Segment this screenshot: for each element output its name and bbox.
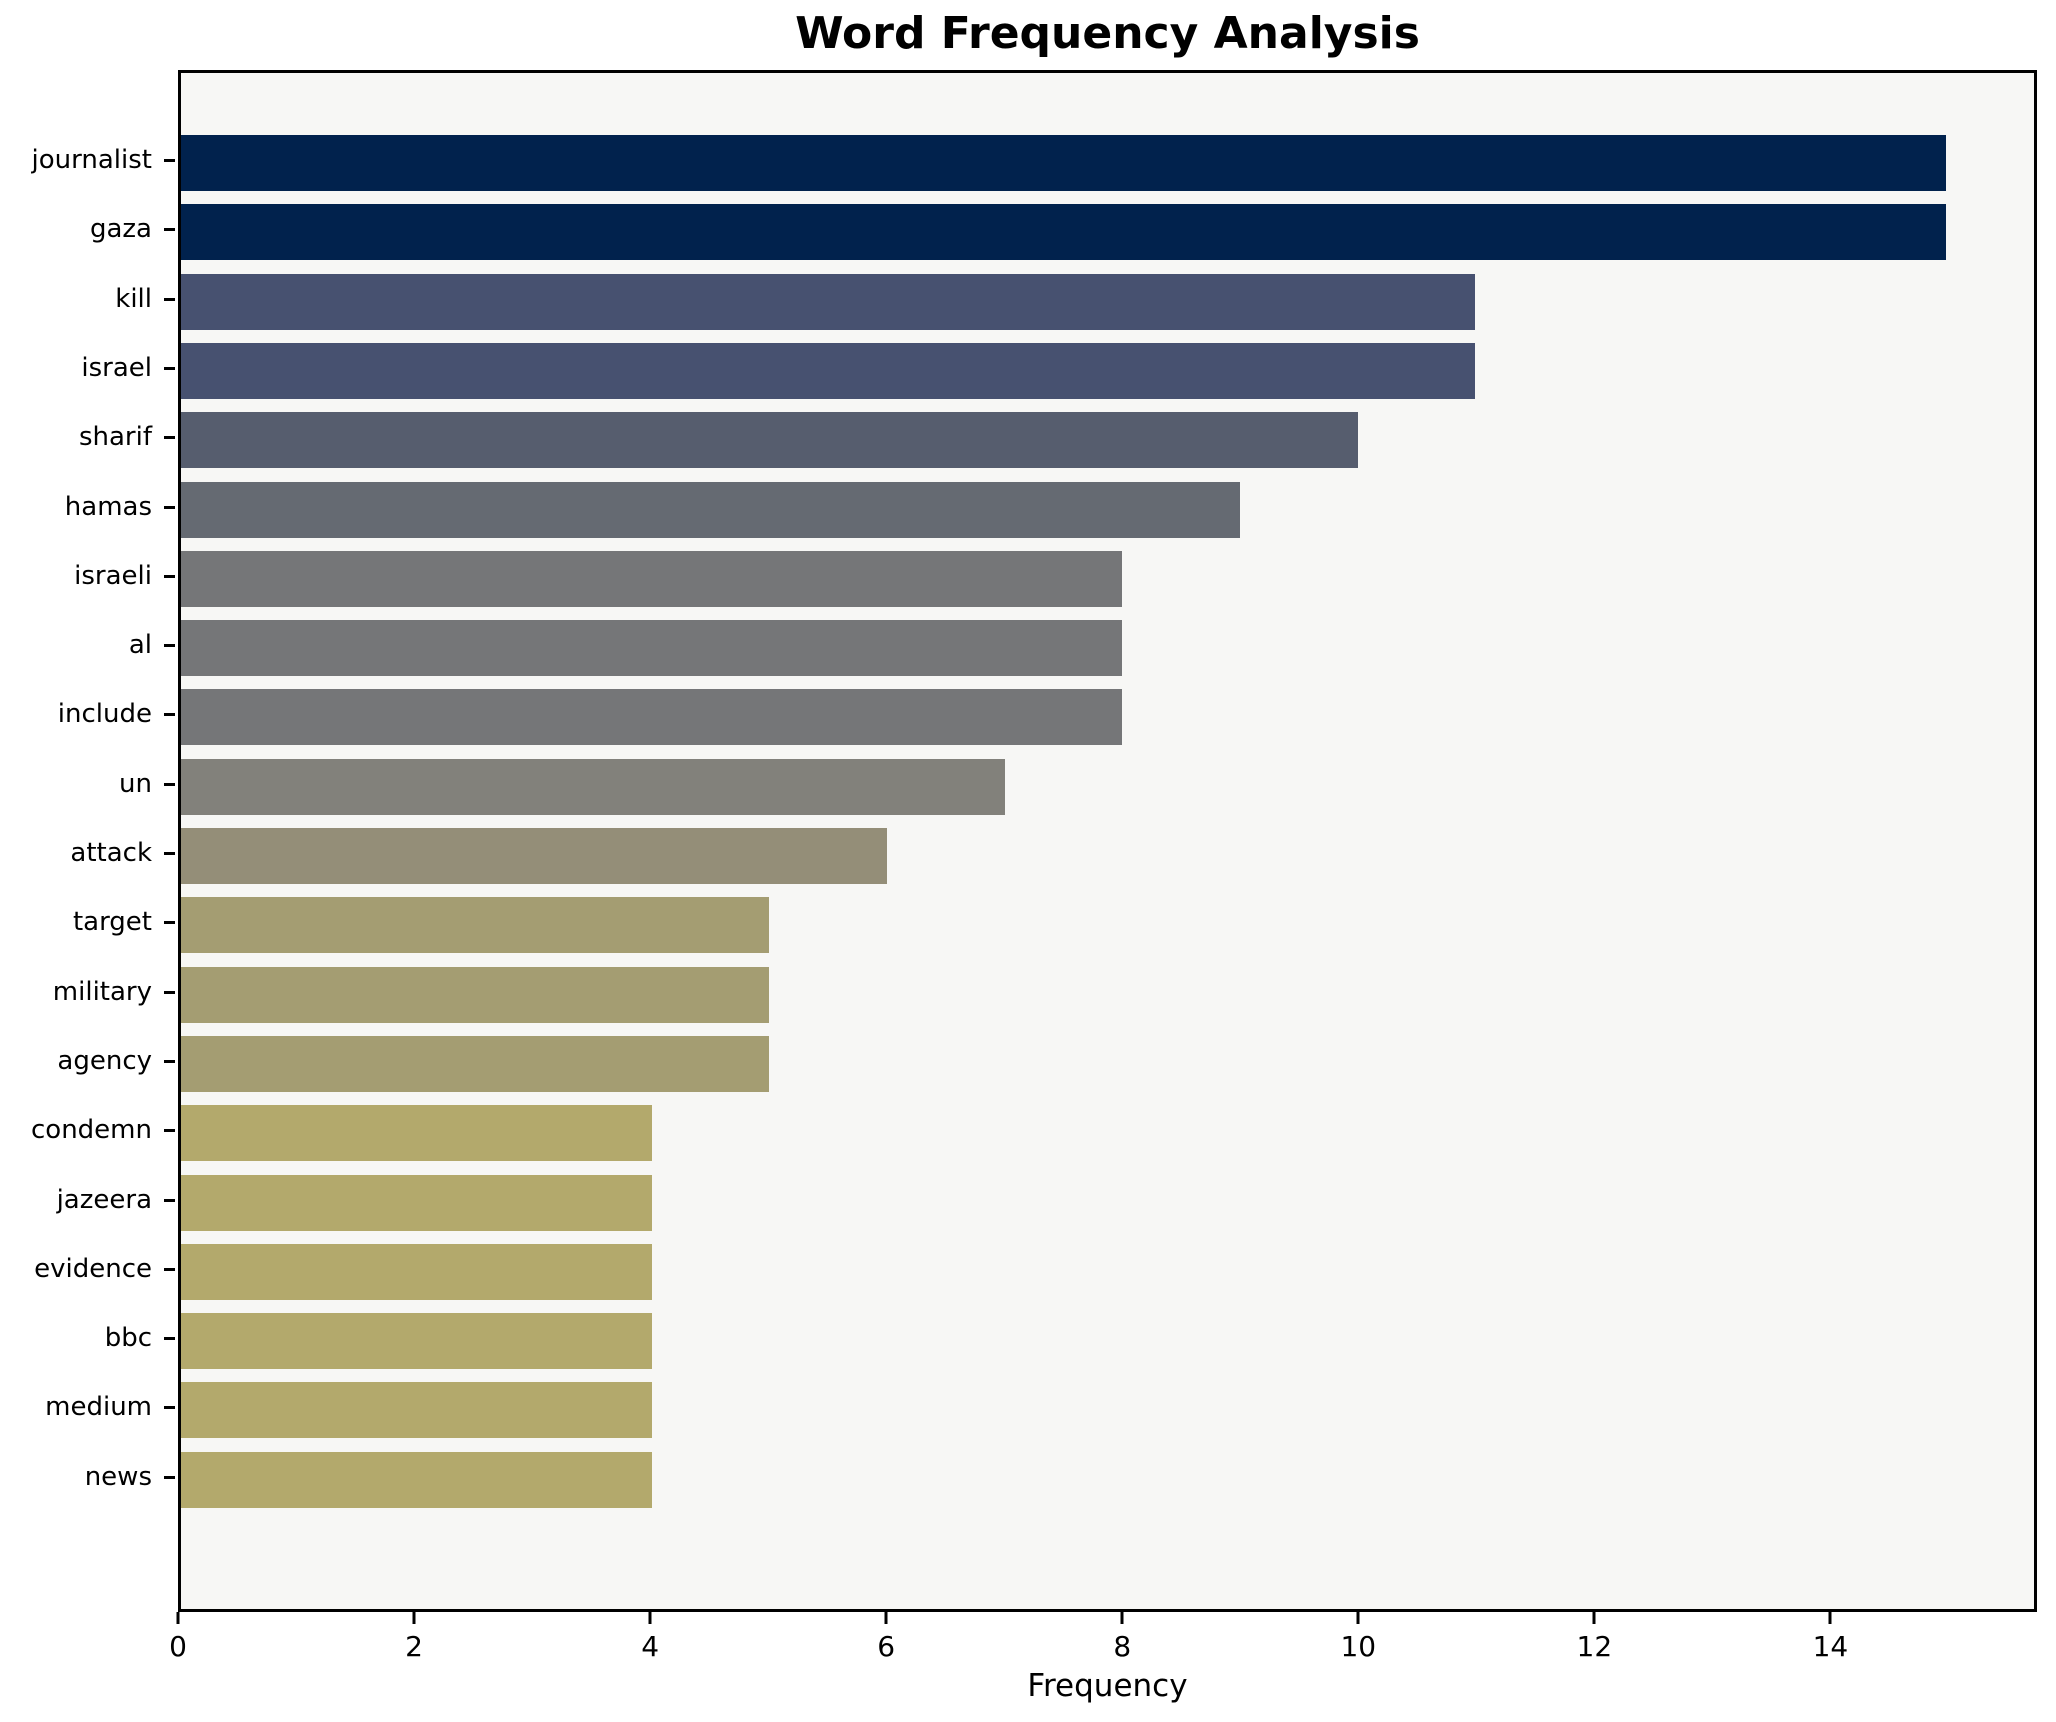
bar-hamas — [181, 481, 1240, 538]
bar-gaza — [181, 204, 1946, 261]
y-tick-label: israel — [81, 352, 152, 383]
x-axis-title: Frequency — [1027, 1668, 1188, 1704]
y-tick-mark — [164, 852, 175, 855]
bar-condemn — [181, 1105, 652, 1162]
y-tick-mark — [164, 574, 175, 578]
x-tick-label: 10 — [1340, 1630, 1377, 1663]
bar-jazeera — [181, 1174, 652, 1231]
y-tick-label: attack — [70, 838, 152, 868]
y-tick-mark — [164, 505, 175, 509]
bar-military — [181, 966, 770, 1023]
x-axis: 0 2 4 6 8 10 12 14 — [169, 1612, 2037, 1682]
y-tick-mark — [164, 1475, 175, 1479]
y-tick-mark — [164, 366, 175, 370]
x-tick-mark — [176, 1612, 180, 1624]
y-tick-mark — [164, 1129, 175, 1133]
y-tick-label: journalist — [31, 145, 152, 175]
y-tick-mark — [164, 713, 175, 717]
x-tick-label: 0 — [169, 1630, 187, 1663]
y-tick-label: hamas — [64, 491, 152, 522]
bar-evidence — [181, 1243, 652, 1300]
x-tick-mark — [1120, 1612, 1124, 1624]
y-tick-label: agency — [57, 1045, 152, 1076]
y-tick-label: target — [72, 907, 152, 938]
y-axis: journalist gaza kill israel sharif hamas israe… — [0, 70, 178, 1612]
bar-include — [181, 689, 1123, 746]
x-tick-label: 8 — [1113, 1630, 1132, 1663]
bar-medium — [181, 1382, 652, 1439]
chart-title: Word Frequency Analysis — [795, 8, 1420, 59]
y-tick-label: military — [52, 976, 152, 1007]
y-tick-label: bbc — [104, 1323, 152, 1354]
y-tick-label: evidence — [34, 1253, 152, 1284]
y-tick-mark — [164, 228, 175, 232]
bar-news — [181, 1451, 652, 1508]
y-tick-mark — [164, 990, 175, 994]
x-tick-label: 4 — [641, 1630, 660, 1663]
x-tick-mark — [1592, 1612, 1596, 1624]
bar-israel — [181, 342, 1476, 399]
y-tick-label: kill — [115, 283, 152, 314]
x-tick-mark — [1828, 1612, 1832, 1624]
bar-attack — [181, 828, 887, 884]
y-tick-label: israeli — [74, 560, 152, 591]
y-tick-label: gaza — [89, 214, 152, 245]
bar-kill — [181, 273, 1476, 330]
y-tick-mark — [164, 436, 175, 440]
x-tick-mark — [648, 1612, 652, 1624]
y-tick-label: medium — [45, 1392, 152, 1423]
y-tick-mark — [164, 1198, 175, 1202]
x-tick-mark — [412, 1612, 416, 1624]
bar-bbc — [181, 1313, 652, 1370]
y-tick-label: sharif — [78, 422, 152, 453]
y-tick-mark — [164, 1059, 175, 1063]
y-tick-mark — [164, 644, 175, 648]
y-tick-mark — [164, 159, 175, 162]
x-tick-mark — [1356, 1612, 1360, 1624]
x-tick-label: 6 — [877, 1630, 896, 1663]
bar-un — [181, 758, 1005, 815]
x-tick-label: 14 — [1812, 1630, 1849, 1663]
plot-area — [178, 70, 2037, 1612]
y-tick-mark — [164, 1337, 175, 1341]
bar-agency — [181, 1035, 770, 1092]
y-tick-label: jazeera — [56, 1184, 152, 1215]
y-tick-label: include — [57, 699, 152, 730]
y-tick-label: al — [128, 630, 152, 661]
y-tick-mark — [164, 297, 175, 301]
bar-journalist — [181, 135, 1946, 191]
x-tick-label: 12 — [1576, 1630, 1613, 1663]
y-tick-mark — [164, 1406, 175, 1410]
bar-israeli — [181, 550, 1123, 607]
y-tick-label: condemn — [31, 1115, 152, 1146]
y-tick-mark — [164, 1267, 175, 1271]
x-tick-label: 2 — [405, 1630, 423, 1663]
y-tick-mark — [164, 782, 175, 786]
bar-sharif — [181, 412, 1358, 469]
y-tick-label: un — [119, 768, 152, 799]
y-tick-label: news — [84, 1461, 152, 1492]
x-tick-mark — [884, 1612, 888, 1624]
bar-al — [181, 620, 1123, 677]
y-tick-mark — [164, 921, 175, 925]
bar-target — [181, 897, 770, 954]
